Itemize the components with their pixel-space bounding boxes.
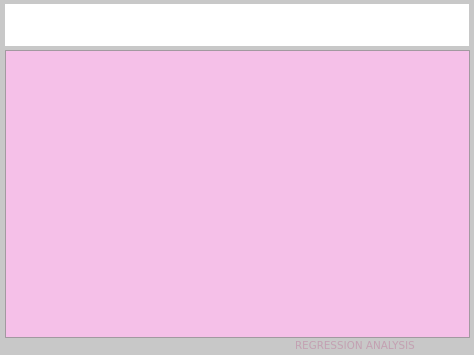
Text: $\mathbf{y}\sim\mathrm{N}_q(\mathbf{0},\,\boldsymbol{I}_q)$: $\mathbf{y}\sim\mathrm{N}_q(\mathbf{0},\… xyxy=(156,93,246,113)
Text: standard normal$\mathbf{:}$   $\mathbf{y}=(Y_1,\cdots,Y_q)^\prime,$   $Y_1,\cdot: standard normal$\mathbf{:}$ $\mathbf{y}=… xyxy=(63,60,435,78)
Text: $\mathrm{E}(\boldsymbol{y})=\mathbf{0}$: $\mathrm{E}(\boldsymbol{y})=\mathbf{0}$ xyxy=(165,218,233,240)
Text: REGRESSION ANALYSIS: REGRESSION ANALYSIS xyxy=(295,341,415,351)
Text: $\mathrm{cov}(\boldsymbol{y})=\boldsymbol{I}_q$: $\mathrm{cov}(\boldsymbol{y})=\boldsymbo… xyxy=(165,258,254,282)
Text: Moments $:$: Moments $:$ xyxy=(63,221,144,237)
Text: Definition of Multivariate Normal Distribution: Definition of Multivariate Normal Distri… xyxy=(5,7,469,25)
Text: Density $: p_y(\boldsymbol{x})=\left(\dfrac{1}{\sqrt{2\pi}}\right)^{\!q}\!\bolds: Density $: p_y(\boldsymbol{x})=\left(\df… xyxy=(59,148,319,182)
